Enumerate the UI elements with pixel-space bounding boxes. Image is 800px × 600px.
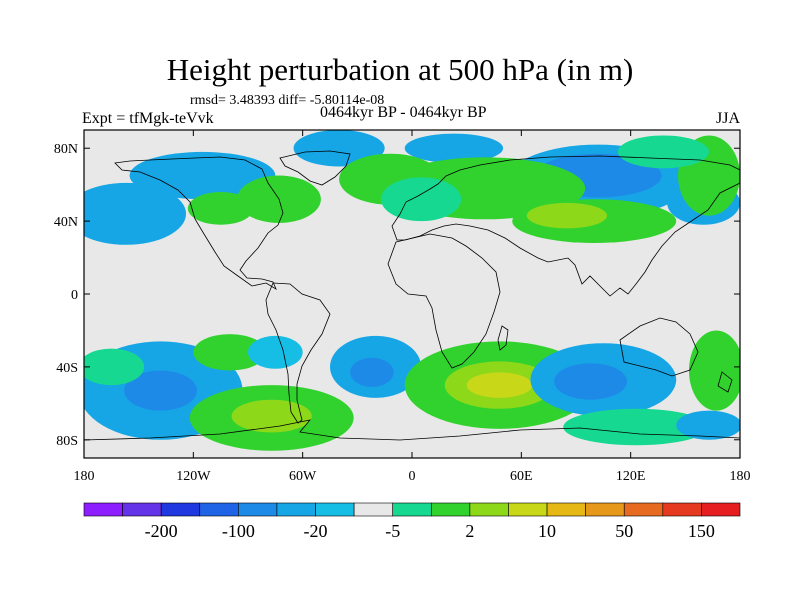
colorbar-box-10 xyxy=(469,502,509,517)
colorbar-box-7 xyxy=(353,502,394,517)
colorbar-box-15 xyxy=(662,502,702,517)
colorbar-box-8 xyxy=(392,502,432,517)
anomaly-region-24 xyxy=(350,357,394,387)
coast-eurasia xyxy=(391,155,740,297)
colorbar-box-5 xyxy=(276,502,316,517)
coast-australia xyxy=(619,317,699,377)
anomaly-region-30 xyxy=(563,408,710,446)
colorbar-box-13 xyxy=(585,502,625,517)
anomaly-field xyxy=(84,130,740,451)
anomaly-region-29 xyxy=(554,363,628,400)
colorbar-label: 2 xyxy=(465,521,474,541)
anomaly-region-1 xyxy=(129,151,276,200)
anomaly-region-14 xyxy=(381,177,462,222)
anomaly-region-15 xyxy=(617,135,710,169)
map-title: Height perturbation at 500 hPa (in m) xyxy=(166,52,634,87)
coast-south-america xyxy=(265,282,331,424)
colorbar-label: 50 xyxy=(615,521,633,541)
anomaly-region-3 xyxy=(404,133,504,163)
colorbar-box-1 xyxy=(122,502,162,517)
season-label: JJA xyxy=(715,110,740,127)
coast-new-zealand xyxy=(717,371,733,393)
colorbar-box-4 xyxy=(238,502,278,517)
colorbar-label: -5 xyxy=(385,521,400,541)
anomaly-region-2 xyxy=(293,130,385,167)
anomaly-region-17 xyxy=(124,370,197,411)
coastlines xyxy=(84,150,740,441)
colorbar-label: 10 xyxy=(538,521,556,541)
anomaly-region-12 xyxy=(526,202,607,229)
colorbar-box-16 xyxy=(701,502,741,517)
colorbar-box-11 xyxy=(508,502,548,517)
colorbar-box-9 xyxy=(430,502,471,517)
coast-africa xyxy=(387,233,501,369)
coast-madagascar xyxy=(497,325,509,351)
lon-tick-label: 180 xyxy=(74,469,95,484)
lon-tick-label: 60E xyxy=(510,469,533,484)
coast-greenland xyxy=(279,150,351,186)
stats-text: rmsd= 3.48393 diff= -5.80114e-08 xyxy=(190,93,385,108)
anomaly-region-10 xyxy=(187,191,254,225)
colorbar-box-3 xyxy=(199,502,239,517)
anomaly-region-32 xyxy=(676,410,740,440)
anomaly-region-19 xyxy=(193,334,267,371)
lat-tick-label: 0 xyxy=(71,288,78,303)
lat-tick-label: 40N xyxy=(54,215,78,230)
lon-tick-label: 60W xyxy=(289,469,317,484)
colorbar-label: 150 xyxy=(688,521,715,541)
colorbar-box-6 xyxy=(315,502,355,517)
coast-north-america xyxy=(114,156,284,290)
axis-ticks: 80N 40N 0 40S 80S 180 120W 60W 0 60E 120E 180 xyxy=(54,130,751,484)
anomaly-region-22 xyxy=(248,335,303,369)
coast-antarctica xyxy=(84,419,740,441)
lat-tick-label: 80S xyxy=(56,434,78,449)
colorbar-box-2 xyxy=(160,502,201,517)
colorbar-box-14 xyxy=(623,502,664,517)
anomaly-region-18 xyxy=(84,348,145,386)
lat-tick-label: 40S xyxy=(56,361,78,376)
period-label: 0464kyr BP - 0464kyr BP xyxy=(320,104,487,121)
colorbar-box-0 xyxy=(83,502,123,517)
lon-tick-label: 180 xyxy=(730,469,751,484)
anomaly-region-0 xyxy=(84,182,187,245)
experiment-label: Expt = tfMgk-teVvk xyxy=(82,110,214,127)
anomaly-region-31 xyxy=(688,330,740,411)
colorbar-label: -100 xyxy=(222,521,255,541)
colorbar-box-12 xyxy=(546,502,586,517)
colorbar-label: -200 xyxy=(145,521,178,541)
colorbar-label: -20 xyxy=(304,521,328,541)
anomaly-region-27 xyxy=(466,372,533,398)
anomaly-region-21 xyxy=(231,399,312,433)
lon-tick-label: 120W xyxy=(176,469,211,484)
lat-tick-label: 80N xyxy=(54,142,78,157)
lon-tick-label: 0 xyxy=(409,469,416,484)
lon-tick-label: 120E xyxy=(616,469,646,484)
